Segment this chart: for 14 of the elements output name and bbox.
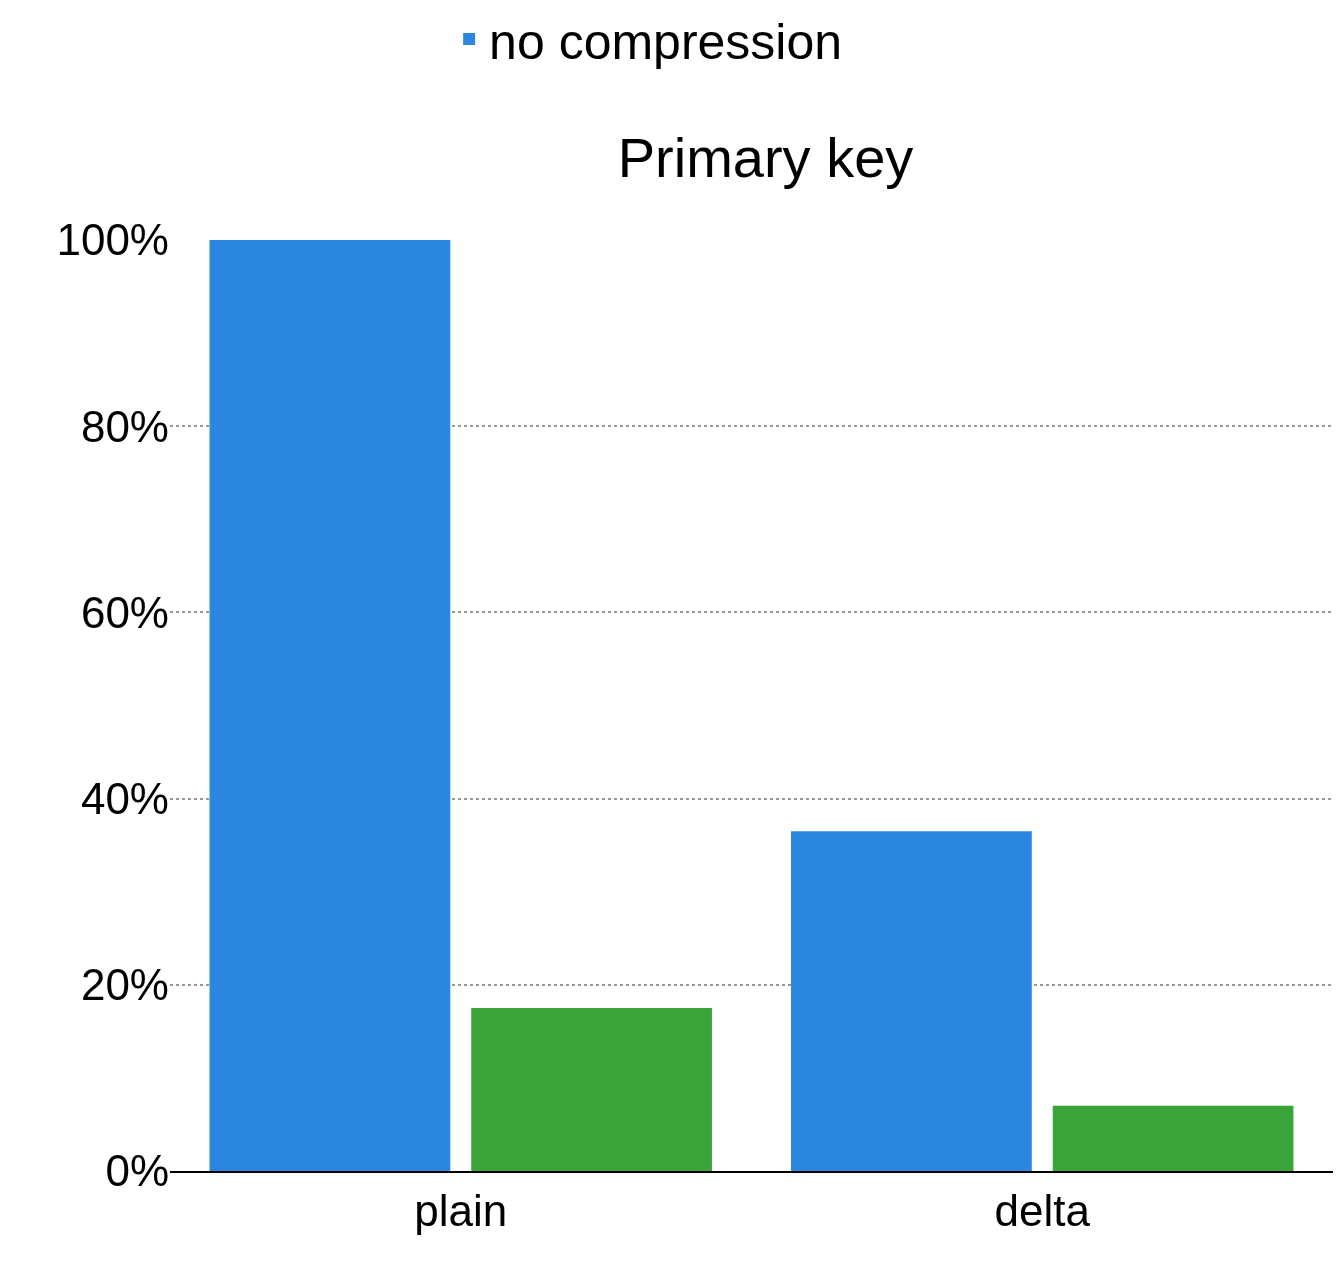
bar: [209, 240, 451, 1171]
y-tick-label: 40%: [80, 774, 169, 823]
bar: [791, 831, 1032, 1171]
y-tick-label: 100%: [56, 215, 169, 265]
x-tick-label: plain: [414, 1185, 508, 1235]
x-tick-label: delta: [994, 1185, 1091, 1235]
bar: [471, 1008, 712, 1171]
y-tick-label: 80%: [80, 401, 169, 451]
y-tick-label: 60%: [80, 587, 169, 637]
bar: [1052, 1105, 1294, 1171]
chart-title: Primary key: [617, 126, 914, 190]
y-tick-label: 20%: [80, 960, 169, 1010]
legend-label: no compression: [489, 13, 843, 70]
y-tick-label: 0%: [105, 1146, 169, 1196]
